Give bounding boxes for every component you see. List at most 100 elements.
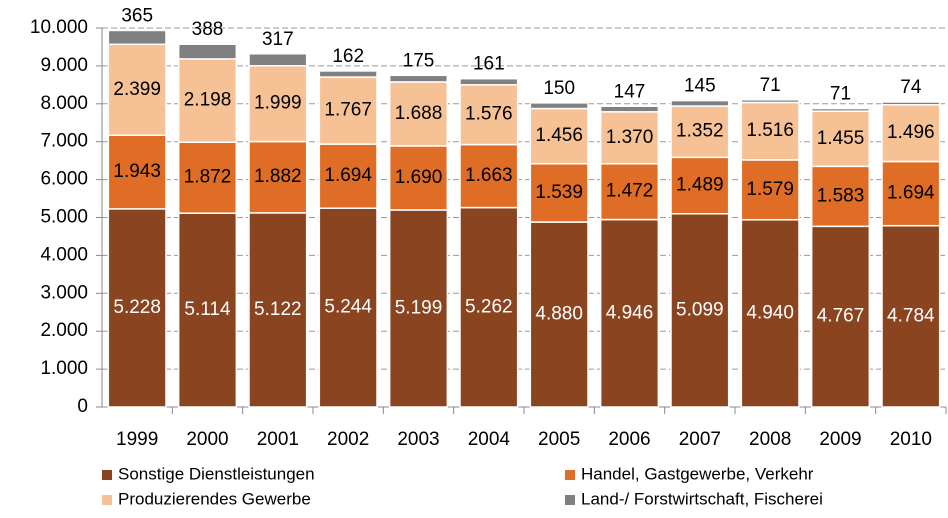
y-tick-label: 9.000 <box>40 55 88 76</box>
y-tick-label: 0 <box>77 396 88 417</box>
bar-segment <box>177 43 238 60</box>
data-label: 5.262 <box>465 296 513 317</box>
data-label: 162 <box>332 46 364 67</box>
legend-label: Sonstige Dienstleistungen <box>118 464 315 483</box>
data-label: 1.579 <box>746 179 794 200</box>
x-tick-label: 2007 <box>679 429 721 450</box>
legend-swatch <box>565 470 575 480</box>
bar-segment <box>107 43 167 136</box>
bar-segment <box>881 224 941 408</box>
legend-swatch <box>565 495 575 505</box>
y-tick-label: 3.000 <box>40 282 88 303</box>
x-tick-label: 2001 <box>257 429 299 450</box>
data-label: 1.583 <box>817 185 865 206</box>
data-label: 4.946 <box>606 302 654 323</box>
data-label: 71 <box>760 75 781 96</box>
data-label: 74 <box>900 77 922 98</box>
data-label: 1.663 <box>465 165 513 186</box>
bar-segment <box>248 140 308 214</box>
data-label: 5.228 <box>113 297 161 318</box>
x-tick-label: 2010 <box>890 429 932 450</box>
x-tick-label: 2008 <box>749 429 791 450</box>
x-tick-label: 2006 <box>608 429 650 450</box>
bar-segment <box>459 84 519 146</box>
bar-segment <box>810 110 871 168</box>
data-label: 388 <box>192 19 224 40</box>
y-tick-label: 6.000 <box>40 169 88 190</box>
legend-label: Land-/ Forstwirtschaft, Fischerei <box>581 489 823 508</box>
data-label: 2.198 <box>184 90 232 111</box>
data-label: 175 <box>403 50 435 71</box>
y-tick-label: 2.000 <box>40 320 88 341</box>
bar-segment <box>881 101 941 106</box>
x-tick-label: 2004 <box>468 429 511 450</box>
bar-segment <box>107 29 167 46</box>
bar-segment <box>810 165 871 228</box>
bar-segment <box>599 163 660 221</box>
data-label: 145 <box>684 76 716 97</box>
data-label: 1.489 <box>676 175 724 196</box>
bar-segment <box>248 53 308 67</box>
x-tick-label: 1999 <box>116 429 158 450</box>
bar-segment <box>388 209 449 408</box>
x-tick-label: 2005 <box>538 429 580 450</box>
y-tick-label: 4.000 <box>40 244 88 265</box>
data-label: 5.122 <box>254 299 302 320</box>
bar-segment <box>740 99 800 104</box>
data-label: 1.688 <box>395 103 443 124</box>
y-tick-label: 8.000 <box>40 93 88 114</box>
data-label: 365 <box>121 5 153 26</box>
data-label: 5.199 <box>395 297 443 318</box>
data-label: 1.516 <box>746 120 794 141</box>
data-label: 2.399 <box>113 79 161 100</box>
bar-segment <box>388 81 449 147</box>
data-label: 1.370 <box>606 127 654 148</box>
bar-segment <box>248 212 308 408</box>
legend-swatch <box>102 470 112 480</box>
data-label: 1.539 <box>535 182 583 203</box>
legend-label: Handel, Gastgewerbe, Verkehr <box>581 464 814 483</box>
data-label: 1.456 <box>535 125 583 146</box>
bar-segment <box>177 212 238 408</box>
data-label: 1.472 <box>606 181 654 202</box>
data-label: 1.872 <box>184 167 232 188</box>
bar-segment <box>459 206 519 408</box>
legend-swatch <box>102 495 112 505</box>
bar-segment <box>318 207 378 408</box>
data-label: 1.943 <box>113 161 161 182</box>
bar-segment <box>459 143 519 209</box>
bar-segment <box>388 145 449 211</box>
bar-segment <box>107 208 167 408</box>
x-tick-label: 2002 <box>327 429 369 450</box>
bar-segment <box>529 107 589 165</box>
data-label: 1.694 <box>324 165 372 186</box>
data-label: 1.999 <box>254 93 302 114</box>
bar-segment <box>599 218 660 408</box>
bar-segment <box>248 65 308 143</box>
data-label: 1.352 <box>676 121 724 142</box>
bar-segment <box>318 70 378 78</box>
data-label: 71 <box>830 84 851 105</box>
data-label: 5.244 <box>324 297 372 318</box>
legend-label: Produzierendes Gewerbe <box>118 489 311 508</box>
data-label: 317 <box>262 29 294 50</box>
bar-segment <box>388 74 449 83</box>
bar-segment <box>810 225 871 408</box>
x-tick-label: 2000 <box>186 429 228 450</box>
data-label: 5.114 <box>184 299 231 320</box>
bar-segment <box>529 221 589 408</box>
data-label: 1.767 <box>324 100 372 121</box>
data-label: 5.099 <box>676 299 724 320</box>
bar-segment <box>670 156 730 215</box>
data-label: 1.690 <box>395 167 443 188</box>
y-tick-label: 7.000 <box>40 131 88 152</box>
bar-segment <box>881 160 941 227</box>
y-tick-label: 10.000 <box>30 17 88 38</box>
data-label: 1.694 <box>887 183 935 204</box>
bar-segment <box>670 99 730 107</box>
bar-segment <box>599 111 660 165</box>
data-label: 161 <box>473 54 505 75</box>
data-label: 1.455 <box>817 128 865 149</box>
y-tick-label: 1.000 <box>40 358 88 379</box>
data-label: 150 <box>543 78 575 99</box>
